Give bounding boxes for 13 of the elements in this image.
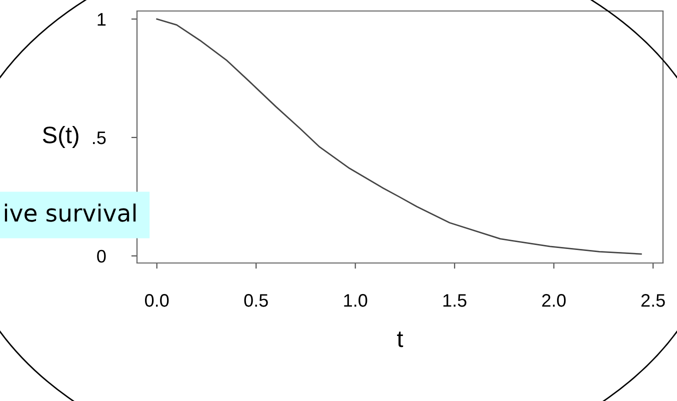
y-tick-label: .5 xyxy=(93,132,106,144)
y-tick-label: 0 xyxy=(97,250,106,263)
line-series xyxy=(156,18,642,255)
x-axis-title: t xyxy=(397,332,404,348)
x-tick-label: 2.5 xyxy=(641,294,665,307)
y-tick-label: 1 xyxy=(98,13,106,26)
x-tick-label: 0.0 xyxy=(145,294,169,307)
x-tick-label: 0.5 xyxy=(244,294,268,307)
y-axis-title: S(t) xyxy=(42,126,78,148)
x-tick-label: 1.0 xyxy=(344,294,368,307)
text: ive survival xyxy=(4,204,136,222)
x-tick-label: 2.0 xyxy=(542,294,566,307)
x-tick-label: 1.5 xyxy=(443,294,466,307)
